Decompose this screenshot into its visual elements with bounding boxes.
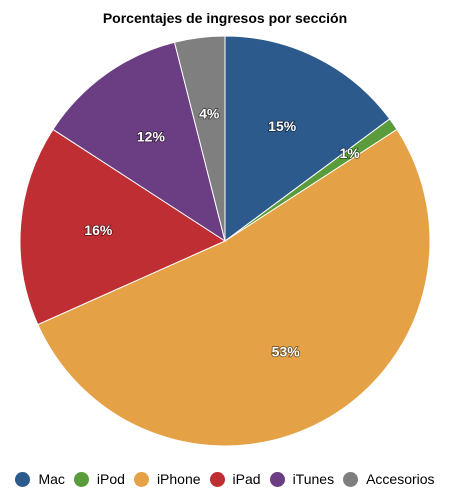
slice-label-iphone: 53% [272,343,301,359]
legend-item-ipad: iPad [209,471,261,487]
pie-slice-itunes [52,41,226,243]
slice-label-itunes: 12% [137,128,166,144]
legend-label-itunes: iTunes [292,471,335,487]
legend-label-accesorios: Accesorios [366,471,435,487]
legend-swatch-itunes [269,471,285,487]
pie-slice-iphone [37,128,431,447]
legend-label-iphone: iPhone [156,471,201,487]
pie-slice-mac [224,35,391,242]
slice-label-mac: 15% [268,118,297,134]
legend-swatch-accesorios [343,471,359,487]
pie-slice-ipad [19,128,227,326]
pie-labels: 15% 1% 53% 16% 12% 4% [84,105,361,360]
legend-swatch-ipad [209,471,225,487]
legend-swatch-iphone [133,471,149,487]
slice-label-ipad: 16% [84,222,113,238]
legend-item-mac: Mac [15,471,65,487]
slice-label-accesorios: 4% [199,106,220,122]
legend-swatch-mac [15,471,31,487]
chart-title: Porcentajes de ingresos por sección [102,10,348,26]
pie-slices [19,35,431,447]
slice-label-ipod: 1% [339,145,360,161]
legend-item-ipod: iPod [73,471,125,487]
chart-legend: Mac iPod iPhone iPad iTunes Accesorios [0,468,450,490]
legend-item-itunes: iTunes [269,471,335,487]
legend-label-ipad: iPad [232,471,261,487]
legend-item-iphone: iPhone [133,471,201,487]
legend-label-ipod: iPod [96,471,125,487]
legend-swatch-ipod [73,471,89,487]
legend-item-accesorios: Accesorios [343,471,435,487]
legend-label-mac: Mac [38,471,65,487]
pie-slice-accesorios [173,35,226,242]
